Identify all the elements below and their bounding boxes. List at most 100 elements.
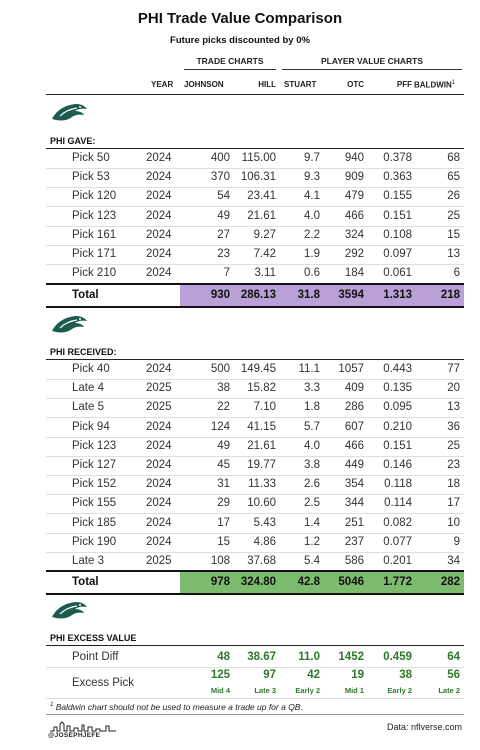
total-pff: 1.313 xyxy=(383,289,412,301)
excess-pick-otc: 19 xyxy=(351,669,364,681)
cell-baldwin: 36 xyxy=(447,420,460,433)
cell-stuart: 9.7 xyxy=(304,152,320,164)
cell-stuart: 2.2 xyxy=(304,228,320,241)
cell-baldwin: 25 xyxy=(447,439,460,452)
cell-stuart: 5.4 xyxy=(304,555,320,567)
cell-johnson: 45 xyxy=(217,459,230,471)
cell-stuart: 11.1 xyxy=(298,363,320,375)
gave-section-label: PHI GAVE: xyxy=(50,136,96,146)
cell-johnson: 124 xyxy=(210,420,230,433)
cell-johnson: 38 xyxy=(217,382,230,395)
cell-pff: 0.095 xyxy=(383,401,412,414)
excess-pick-hill: 97 xyxy=(263,669,276,681)
page-subtitle: Future picks discounted by 0% xyxy=(170,35,310,46)
cell-baldwin: 65 xyxy=(447,171,460,184)
cell-year: 2024 xyxy=(146,190,172,203)
total-hill: 286.13 xyxy=(240,289,276,301)
excess-pick-baldwin-round: Late 2 xyxy=(438,686,460,695)
cell-baldwin: 34 xyxy=(447,555,460,567)
gave-total-row: Total 930 286.13 31.8 3594 1.313 218 xyxy=(46,283,464,308)
eagles-logo-icon xyxy=(52,602,87,619)
point-diff-row: Point Diff 48 38.67 11.0 1452 0.459 64 xyxy=(46,647,464,668)
table-row: Pick 190 2024 15 4.86 1.2 237 0.077 9 xyxy=(46,533,464,553)
cell-otc: 607 xyxy=(344,420,364,433)
cell-label: Pick 94 xyxy=(72,420,110,433)
cell-hill: 149.45 xyxy=(240,363,276,375)
cell-hill: 3.11 xyxy=(254,267,276,280)
cell-stuart: 4.0 xyxy=(304,439,320,452)
total-baldwin: 218 xyxy=(440,289,460,301)
total-otc: 5046 xyxy=(338,576,364,588)
cell-johnson: 7 xyxy=(223,267,230,280)
cell-year: 2024 xyxy=(146,497,172,510)
cell-baldwin: 26 xyxy=(447,190,460,203)
cell-year: 2025 xyxy=(146,555,172,567)
received-section-label: PHI RECEIVED: xyxy=(50,347,117,357)
cell-hill: 7.10 xyxy=(253,401,276,414)
cell-johnson: 27 xyxy=(217,228,230,241)
cell-year: 2024 xyxy=(146,209,172,222)
excess-pick-stuart-round: Early 2 xyxy=(295,686,320,695)
total-stuart: 31.8 xyxy=(297,289,320,301)
col-johnson: JOHNSON xyxy=(184,80,224,89)
cell-label: Pick 123 xyxy=(72,439,117,452)
cell-johnson: 17 xyxy=(217,516,230,529)
cell-label: Pick 53 xyxy=(72,171,110,184)
total-johnson: 978 xyxy=(210,576,230,588)
cell-stuart: 1.4 xyxy=(304,516,320,529)
page-title: PHI Trade Value Comparison xyxy=(137,10,343,27)
excess-pick-hill-round: Late 3 xyxy=(254,686,276,695)
total-otc: 3594 xyxy=(338,289,364,301)
table-row: Late 4 2025 38 15.82 3.3 409 0.135 20 xyxy=(46,379,464,400)
cell-baldwin: 13 xyxy=(447,248,460,260)
cell-otc: 1057 xyxy=(338,363,364,375)
excess-pick-row: Excess Pick 125 97 42 19 38 56 Mid 4 Lat… xyxy=(46,668,464,699)
cell-otc: 940 xyxy=(344,152,364,164)
col-otc: OTC xyxy=(347,80,364,89)
cell-stuart: 1.2 xyxy=(304,535,320,548)
cell-stuart: 4.0 xyxy=(304,209,320,222)
total-label: Total xyxy=(72,576,99,588)
cell-stuart: 3.3 xyxy=(304,382,320,395)
cell-baldwin: 13 xyxy=(447,401,460,414)
skyline-logo-icon xyxy=(50,721,116,732)
cell-stuart: 1.9 xyxy=(304,248,320,260)
table-row: Pick 152 2024 31 11.33 2.6 354 0.118 18 xyxy=(46,475,464,496)
cell-otc: 251 xyxy=(344,516,364,529)
cell-otc: 292 xyxy=(344,248,364,260)
data-source: Data: nflverse.com xyxy=(386,722,462,732)
cell-hill: 41.15 xyxy=(247,420,276,433)
eagles-logo-icon xyxy=(52,104,87,121)
cell-stuart: 1.8 xyxy=(304,401,320,414)
table-row: Pick 210 2024 7 3.11 0.6 184 0.061 6 xyxy=(46,264,464,285)
cell-year: 2024 xyxy=(146,363,172,375)
eagles-logo-icon xyxy=(52,316,87,333)
cell-year: 2024 xyxy=(146,228,172,241)
cell-baldwin: 25 xyxy=(447,209,460,222)
total-label: Total xyxy=(72,289,99,301)
cell-otc: 354 xyxy=(344,478,364,491)
cell-baldwin: 9 xyxy=(453,535,460,548)
cell-label: Pick 185 xyxy=(72,516,117,529)
cell-pff: 0.146 xyxy=(383,459,412,471)
cell-baldwin: 6 xyxy=(453,267,460,280)
excess-pick-stuart: 42 xyxy=(307,669,320,681)
cell-pff: 0.061 xyxy=(383,267,412,280)
gave-total-highlight xyxy=(180,285,464,306)
cell-stuart: 3.8 xyxy=(304,459,320,471)
cell-hill: 7.42 xyxy=(253,248,276,260)
cell-hill: 4.86 xyxy=(253,535,276,548)
cell-label: Pick 190 xyxy=(72,535,117,548)
excess-pick-baldwin: 56 xyxy=(447,669,460,681)
gave-section-divider xyxy=(46,148,464,149)
point-diff-johnson: 48 xyxy=(217,651,230,663)
cell-johnson: 29 xyxy=(217,497,230,510)
header-divider xyxy=(46,94,464,95)
table-row: Pick 123 2024 49 21.61 4.0 466 0.151 25 xyxy=(46,437,464,457)
player-value-charts-group-header: PLAYER VALUE CHARTS xyxy=(282,56,462,70)
cell-hill: 10.60 xyxy=(247,497,276,510)
point-diff-hill: 38.67 xyxy=(247,651,276,663)
excess-pick-johnson: 125 xyxy=(210,669,230,681)
cell-johnson: 31 xyxy=(217,478,230,491)
cell-stuart: 0.6 xyxy=(304,267,320,280)
